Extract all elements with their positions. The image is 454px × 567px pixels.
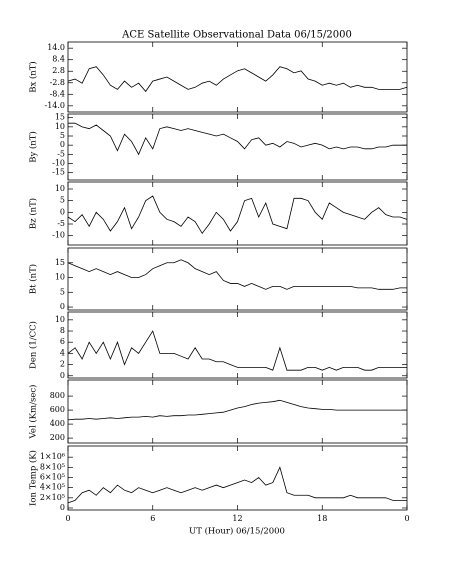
y-tick-label: 8: [60, 326, 65, 335]
y-axis-label: By (nT): [28, 131, 39, 163]
y-tick-label: 0: [60, 302, 65, 311]
x-tick-label: 0: [404, 514, 409, 523]
y-tick-label: 600: [50, 405, 65, 414]
chart-title: ACE Satellite Observational Data 06/15/2…: [121, 30, 352, 41]
y-axis-label: Den (1/CC): [28, 321, 39, 369]
y-tick-label: 5: [60, 287, 65, 296]
y-tick-label: 0: [60, 371, 65, 380]
y-tick-label: 2: [60, 360, 65, 369]
y-tick-label: 2×10⁵: [40, 493, 65, 502]
y-tick-label: 8.4: [52, 55, 65, 64]
y-tick-label: -14.0: [44, 101, 65, 110]
y-tick-label: -2.8: [50, 78, 65, 87]
x-tick-label: 6: [150, 514, 155, 523]
y-axis-label: Bx (nT): [28, 61, 39, 93]
y-tick-label: -5: [57, 149, 65, 158]
y-tick-label: 0: [60, 140, 65, 149]
y-tick-label: -10: [52, 231, 65, 240]
y-tick-label: -10: [52, 159, 65, 168]
x-tick-label: 12: [232, 514, 242, 523]
y-tick-label: 0: [60, 503, 65, 512]
y-tick-label: 6: [60, 337, 65, 346]
data-line: [67, 195, 408, 235]
y-tick-label: 400: [50, 419, 65, 428]
y-tick-label: 1×10⁶: [40, 452, 65, 461]
y-tick-label: 6×10⁵: [40, 472, 65, 481]
y-tick-label: 8×10⁵: [40, 462, 65, 471]
data-line: [67, 66, 408, 93]
y-tick-label: 4×10⁵: [40, 483, 65, 492]
y-tick-label: 10: [55, 122, 65, 131]
x-axis-label: UT (Hour) 06/15/2000: [189, 526, 285, 537]
y-tick-label: 800: [50, 391, 65, 400]
y-tick-label: 15: [55, 258, 65, 267]
y-tick-label: -8.4: [50, 89, 65, 98]
y-axis-label: Bt (nT): [28, 264, 39, 294]
y-axis-label: Vel (Km/sec): [28, 385, 39, 440]
x-tick-label: 18: [317, 514, 327, 523]
y-tick-label: 5: [60, 131, 65, 140]
y-tick-label: 10: [55, 273, 65, 282]
y-tick-label: 5: [60, 196, 65, 205]
y-tick-label: 0: [60, 207, 65, 216]
y-axis-label: Bz (nT): [28, 198, 39, 229]
y-tick-label: -5: [57, 219, 65, 228]
x-tick-label: 0: [65, 514, 70, 523]
data-line: [68, 122, 407, 156]
y-tick-label: 200: [50, 433, 65, 442]
y-tick-label: 10: [55, 184, 65, 193]
y-tick-label: 10: [55, 315, 65, 324]
data-line: [67, 466, 407, 504]
y-tick-label: -15: [52, 168, 65, 177]
data-line: [67, 259, 407, 290]
data-line: [67, 330, 407, 371]
data-line: [67, 399, 407, 421]
y-tick-label: 4: [60, 348, 65, 357]
y-tick-label: 2.8: [52, 66, 65, 75]
y-tick-label: 15: [55, 113, 65, 122]
y-tick-label: 14.0: [47, 43, 65, 52]
y-axis-label: Ion Temp (K): [28, 450, 39, 506]
